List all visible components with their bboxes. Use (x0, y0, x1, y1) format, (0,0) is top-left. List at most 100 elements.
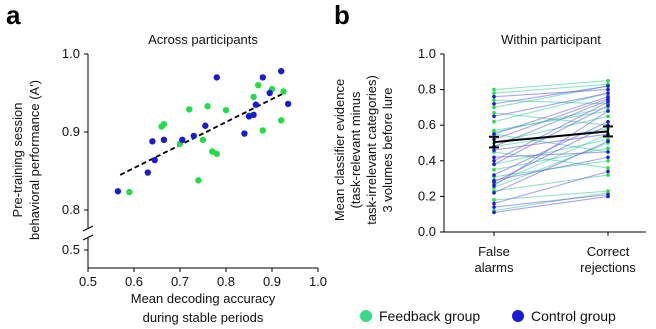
panel-b-control-pair-line (493, 110, 609, 187)
panel-b-control-point (492, 114, 496, 119)
panel-a-xtick-label: 0.7 (171, 274, 189, 289)
panel-b-xtick-label: alarms (474, 260, 514, 275)
panel-a-control-point (241, 130, 248, 137)
panel-b-feedback-point (606, 78, 610, 83)
panel-b-ytick-label: 0.2 (418, 188, 436, 203)
panel-a-feedback-point (160, 121, 168, 128)
panel-a-feedback-point (199, 136, 207, 143)
panel-a-control-point (259, 74, 266, 81)
panel-b-control-point (492, 210, 496, 215)
panel-a-feedback-point (213, 150, 220, 158)
panel-b-xtick-label: rejections (580, 260, 636, 275)
panel-a-xtick-label: 0.5 (79, 274, 97, 289)
panel-a-control-point (179, 136, 186, 143)
panel-b-control-point (606, 150, 610, 154)
panel-a-feedback-point (278, 117, 285, 124)
panel-b-xtick-label: Correct (587, 244, 630, 259)
panel-b-feedback-point (492, 91, 496, 95)
panel-b-title: Within participant (501, 32, 601, 47)
panel-a-axis-break-mark (82, 225, 94, 232)
panel-b-feedback-pair-line (493, 85, 609, 108)
panel-b-control-point (492, 201, 496, 206)
panel-b-control-point (606, 119, 610, 124)
panel-a-plot: 0.5 0.6 0.7 0.8 0.9 1.0 0.5 0.8 0.9 1.0 (62, 46, 327, 289)
panel-b-control-point (606, 87, 610, 92)
panel-a-ytick-label: 0.8 (62, 202, 80, 217)
panel-a-control-point (149, 138, 156, 145)
panel-b-feedback-pair-line (493, 92, 609, 123)
panel-a-feedback-point (186, 106, 193, 113)
panel-b-control-point (492, 102, 496, 106)
panel-b-ylabel-line4: 3 volumes before lure (380, 87, 395, 212)
panel-a-control-point (250, 111, 257, 119)
panel-a-control-point (144, 169, 151, 176)
panel-a-axis-break-mark (82, 234, 94, 241)
panel-a-title: Across participants (148, 32, 258, 47)
panel-a-feedback-point (255, 82, 262, 89)
panel-b-control-pair-line (493, 156, 609, 181)
panel-b-feedback-pair-line (493, 192, 609, 212)
panel-b-feedback-pair-line (493, 174, 609, 192)
panel-a-ytick-label: 0.5 (62, 242, 80, 257)
panel-b-feedback-point (606, 159, 610, 163)
panel-a-feedback-point (259, 127, 266, 134)
panel-a-feedback-point (204, 103, 211, 110)
panel-b-control-pair-line (493, 92, 609, 117)
panel-b-control-pair-line (493, 195, 609, 213)
legend: Feedback group Control group (360, 308, 616, 324)
panel-b-feedback-point (492, 110, 496, 115)
legend-control-label: Control group (531, 308, 616, 324)
panel-b-control-pair-line (493, 194, 609, 208)
panel-b-ytick-label: 0.8 (418, 82, 436, 97)
panel-a-ytick-label: 1.0 (62, 46, 80, 61)
panel-b-control-point (606, 103, 610, 108)
panel-b-mean-line (493, 130, 609, 144)
panel-a-fit-line (119, 91, 287, 176)
panel-b-control-point (492, 183, 496, 188)
panel-a-feedback-point (250, 93, 257, 101)
panel-b-control-point (492, 191, 496, 195)
legend-feedback-label: Feedback group (379, 308, 480, 324)
panel-b-feedback-pair-line (493, 80, 609, 91)
panel-b-control-pair-line (493, 170, 609, 205)
panel-a-xtick-label: 0.9 (263, 274, 281, 289)
panel-b-control-pair-line (493, 140, 609, 194)
panel-b-control-point (492, 132, 496, 136)
panel-b-control-point (606, 91, 610, 95)
panel-a-xtick-label: 0.6 (125, 274, 143, 289)
panel-a-control-point (252, 101, 260, 108)
legend-feedback-swatch (360, 310, 372, 322)
panel-b-control-pair-line (493, 89, 609, 98)
panel-b-feedback-point (606, 166, 610, 170)
panel-b-feedback-point (492, 98, 496, 103)
panel-b-control-point (606, 139, 610, 144)
panel-a-control-point (151, 156, 158, 164)
panel-b-control-point (606, 109, 610, 113)
panel-b-control-point (492, 180, 496, 184)
panel-a-feedback-point (126, 188, 133, 196)
panel-b-control-point (606, 84, 610, 88)
panel-a-ylabel-line1: Pre-training session (10, 103, 25, 218)
panel-b-control-point (606, 100, 610, 104)
panel-b-ylabel-line3: task-irrelevant categories) (364, 75, 379, 225)
panel-b-feedback-pair-line (493, 83, 609, 94)
panel-letter-a: a (6, 0, 21, 30)
panel-b-control-pair-line (493, 105, 609, 165)
panel-b-feedback-pair-line (493, 133, 609, 153)
panel-b-control-point (606, 155, 610, 160)
panel-b-feedback-point (492, 87, 496, 92)
panel-b-control-point (492, 155, 496, 160)
panel-b-control-pair-line (493, 151, 609, 158)
panel-b-xtick-label: False (478, 244, 510, 259)
panel-a-control-point (114, 188, 122, 195)
panel-b-control-point (492, 173, 496, 177)
panel-a-control-point (190, 132, 197, 140)
panel-a-xlabel-line2: during stable periods (143, 310, 264, 325)
panel-b-feedback-pair-line (493, 133, 609, 185)
panel-b-feedback-point (606, 114, 610, 119)
panel-b-ytick-label: 0.0 (418, 224, 436, 239)
panel-b-feedback-pair-line (493, 110, 609, 132)
panel-b-control-pair-line (493, 133, 609, 151)
